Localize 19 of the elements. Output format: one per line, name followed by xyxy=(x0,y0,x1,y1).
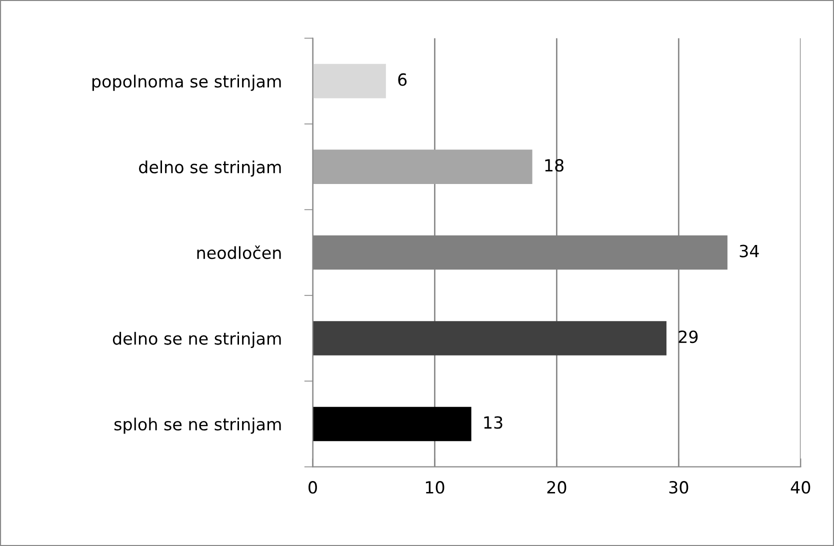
data-label: 18 xyxy=(545,159,564,172)
bar xyxy=(312,64,386,98)
x-tick-label: 30 xyxy=(669,481,688,494)
bar xyxy=(312,150,532,184)
bar xyxy=(312,321,666,356)
x-tick-label: 40 xyxy=(790,481,810,494)
x-tick-label: 0 xyxy=(308,481,317,494)
y-tick-label: neodločen xyxy=(197,246,281,260)
y-tick-label: popolnoma se strinjam xyxy=(92,74,281,91)
y-tick-label: delno se ne strinjam xyxy=(112,332,281,348)
data-label: 29 xyxy=(678,330,698,344)
data-label: 13 xyxy=(484,416,502,429)
y-tick-label: sploh se ne strinjam xyxy=(114,418,281,434)
x-tick-label: 10 xyxy=(426,481,444,494)
data-label: 6 xyxy=(398,73,407,86)
data-label: 34 xyxy=(740,244,759,258)
bar xyxy=(312,406,472,442)
x-tick-label: 20 xyxy=(547,481,566,494)
y-tick-label: delno se strinjam xyxy=(139,160,281,177)
